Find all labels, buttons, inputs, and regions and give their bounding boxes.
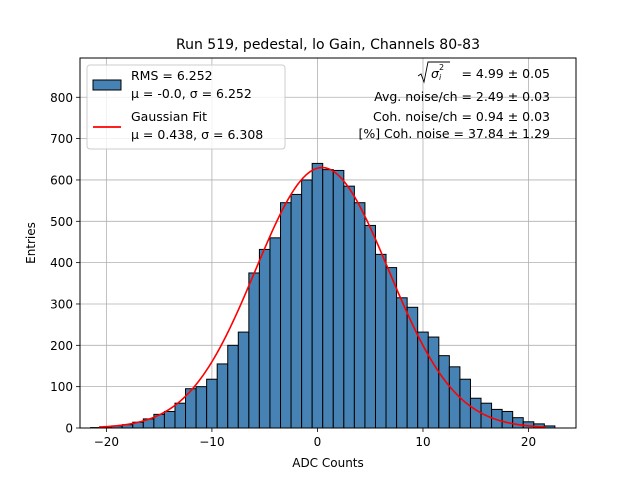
gaussian-fit [98,166,546,428]
histogram-bar [332,169,345,429]
histogram-bar [469,397,482,429]
y-tick-label: 400 [50,256,73,270]
histogram-bar [301,179,313,429]
gaussian-fit-curve [98,166,546,428]
sigma-symbol: σ [431,66,440,81]
y-tick-label: 500 [50,215,73,229]
x-axis-label: ADC Counts [292,456,364,470]
histogram-bar [269,237,282,429]
y-tick-label: 0 [65,422,73,436]
histogram-bar [258,248,271,429]
histogram-bar [216,363,229,429]
histogram-bar [248,272,260,429]
histogram-bar [237,331,250,429]
y-axis-label: Entries [24,222,38,264]
y-tick-label: 200 [50,339,73,353]
avg-noise-text: Avg. noise/ch = 2.49 ± 0.03 [374,89,550,104]
noise-annotations: σ i 2 = 4.99 ± 0.05 Avg. noise/ch = 2.49… [358,61,550,141]
histogram-bar [448,366,461,429]
y-tick-label: 700 [50,132,73,146]
histogram-bar [396,297,408,429]
histogram-bar [227,344,239,429]
coh-noise-text: Coh. noise/ch = 0.94 ± 0.03 [373,109,550,124]
histogram-bar [163,410,176,429]
chart-title: Run 519, pedestal, lo Gain, Channels 80-… [176,37,480,53]
histogram-bar [385,267,398,429]
sigma-subscript: i [439,73,442,82]
histogram-bar [459,378,471,429]
legend-box [86,64,286,150]
histogram-bar [353,202,366,429]
histogram-bar [311,162,324,429]
x-tick-label: 10 [415,435,430,449]
histogram-bar [501,410,514,429]
y-tick-label: 100 [50,380,73,394]
histogram-bar [322,169,334,429]
x-tick-label: 20 [521,435,536,449]
legend: RMS = 6.252 μ = -0.0, σ = 6.252 Gaussian… [86,64,286,150]
legend-fit-line1: Gaussian Fit [131,109,207,124]
histogram-bar [374,253,387,429]
plot-frame [79,57,577,429]
sigma-total-value: = 4.99 ± 0.05 [461,66,550,81]
histogram-bar [290,193,303,429]
histogram-bar [364,224,376,429]
sigma-total-symbol: σ i 2 [417,61,450,84]
histogram-bar [174,402,187,429]
legend-fit-line2: μ = 0.438, σ = 6.308 [131,127,263,142]
y-tick-label: 300 [50,297,73,311]
x-tick-label: 0 [314,435,322,449]
histogram-bar [206,378,218,429]
pct-coh-noise-text: [%] Coh. noise = 37.84 ± 1.29 [358,126,550,141]
y-tick-label: 600 [50,173,73,187]
sqrt-radical [417,61,450,84]
histogram-bar [280,202,292,429]
legend-hist-line2: μ = -0.0, σ = 6.252 [131,86,252,101]
legend-patch-histogram [92,79,122,91]
sigma-superscript: 2 [439,63,444,72]
x-tick-label: −20 [94,435,119,449]
x-tick-label: −10 [199,435,224,449]
histogram-bar [512,417,524,429]
histogram-bar [195,386,208,429]
histogram-bar [438,355,450,429]
histogram-bar [427,336,440,429]
legend-hist-line1: RMS = 6.252 [131,68,213,83]
y-tick-label: 800 [50,91,73,105]
histogram-bar [343,185,355,429]
